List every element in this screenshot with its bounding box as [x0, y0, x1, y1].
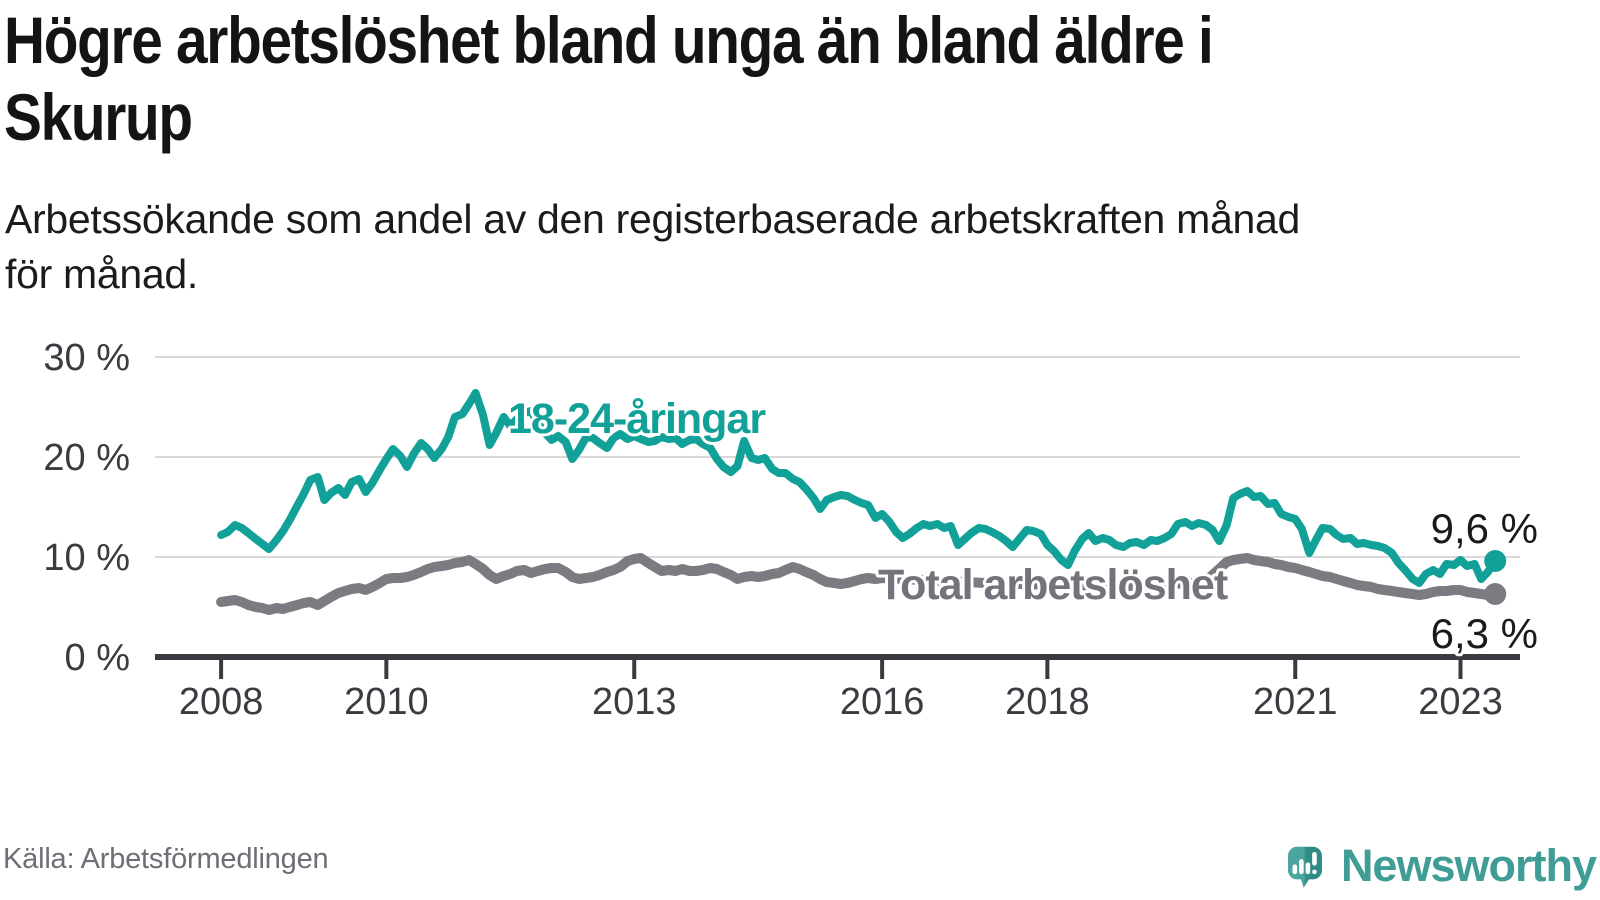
y-tick-label: 20 %: [43, 437, 130, 479]
x-tick-label: 2016: [840, 681, 925, 723]
page-title-line-1: Högre arbetslöshet bland unga än bland ä…: [4, 3, 1214, 77]
series-end-value-total: 6,3 %: [1431, 610, 1538, 657]
source-note: Källa: Arbetsförmedlingen: [3, 843, 329, 875]
y-tick-label: 30 %: [43, 337, 130, 379]
x-tick-label: 2008: [179, 681, 264, 723]
page-title: Högre arbetslöshet bland unga än bland ä…: [4, 2, 1214, 156]
series-end-value-youth: 9,6 %: [1431, 505, 1538, 552]
x-tick-label: 2018: [1005, 681, 1090, 723]
chart-subtitle: Arbetssökande som andel av den registerb…: [5, 192, 1300, 302]
x-tick-label: 2023: [1418, 681, 1503, 723]
chart-subtitle-line-1: Arbetssökande som andel av den registerb…: [5, 196, 1300, 242]
series-label-total: Total arbetslöshet: [878, 561, 1228, 609]
chart-subtitle-line-2: för månad.: [5, 251, 198, 297]
y-tick-label: 0 %: [65, 637, 130, 679]
x-tick-label: 2010: [344, 681, 429, 723]
series-line-total: [216, 553, 1501, 615]
x-tick-label: 2013: [592, 681, 677, 723]
logo-bar-chart-icon: [1292, 851, 1317, 875]
page-title-line-2: Skurup: [4, 80, 193, 154]
y-tick-label: 10 %: [43, 537, 130, 579]
logo-mark: [1287, 846, 1322, 888]
newsworthy-logo: Newsworthy: [1286, 834, 1597, 900]
logo-text: Newsworthy: [1340, 840, 1597, 891]
x-tick-label: 2021: [1253, 681, 1338, 723]
series-end-dot-total: [1484, 583, 1507, 605]
series-end-dot-youth: [1484, 550, 1507, 572]
series-line-youth: [217, 389, 1500, 587]
series-label-youth: 18-24-åringar: [508, 395, 766, 443]
